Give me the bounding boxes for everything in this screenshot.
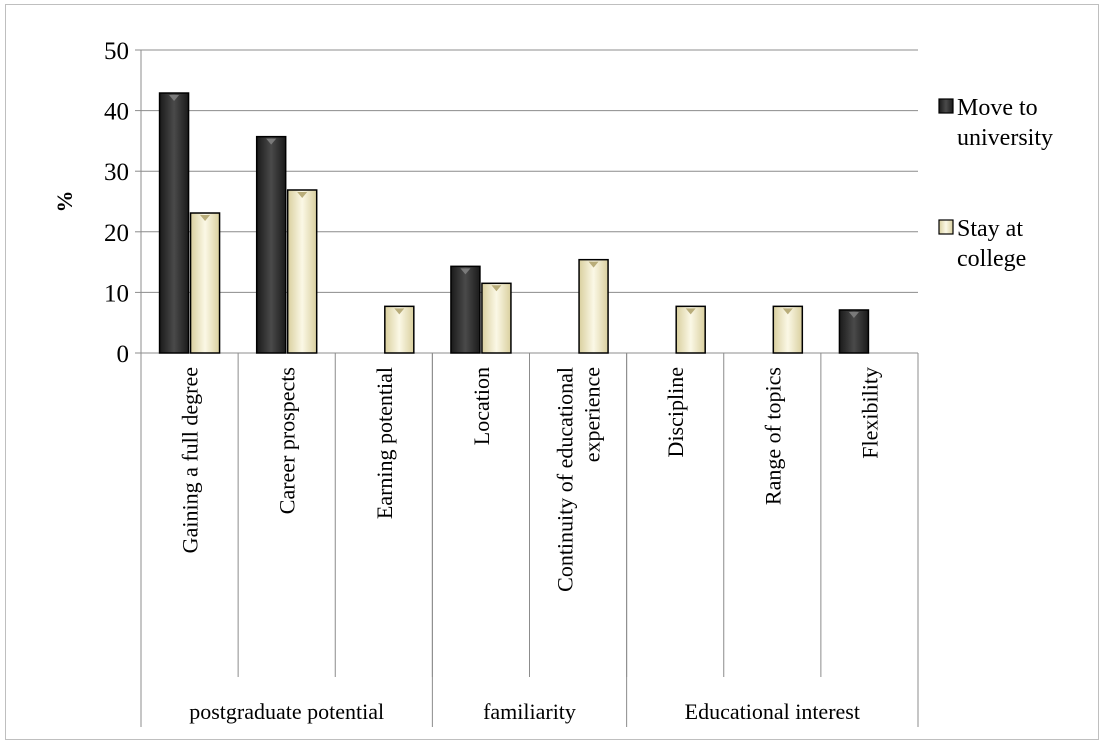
chart-frame: 0 10 20 30 40 50% Gaining a full degree Career… (5, 4, 1099, 740)
y-tick-label: 10 (104, 280, 129, 307)
group-label: postgraduate potential (189, 699, 384, 724)
legend-label: Stay at (957, 216, 1023, 242)
y-tick-label: 30 (104, 159, 129, 186)
bar-top-bevel (266, 138, 277, 145)
bar-stay-at-college (481, 282, 512, 354)
y-tick-label: 0 (117, 341, 130, 368)
y-tick-label: 20 (104, 220, 129, 247)
category-label: Discipline (663, 367, 688, 457)
bar-stay-at-college (578, 258, 609, 354)
bar-move-to-university (450, 265, 481, 354)
bar-top-bevel (394, 308, 405, 315)
bar-top-bevel (200, 215, 211, 222)
category-label: experience (580, 367, 605, 462)
bar-top-bevel (297, 191, 308, 198)
y-tick-label: 50 (104, 38, 129, 65)
legend-swatch (938, 219, 954, 235)
bar-stay-at-college (189, 212, 221, 354)
bar-top-bevel (848, 311, 859, 318)
category-label: Location (469, 367, 494, 445)
category-label: Gaining a full degree (178, 367, 203, 553)
category-label: Flexibility (857, 367, 882, 459)
category-labels: Gaining a full degree Career prospects Ear… (178, 367, 883, 724)
legend: Move to university Stay at college (938, 95, 1053, 272)
category-label: Career prospects (275, 367, 300, 514)
bar-stay-at-college (286, 189, 318, 354)
legend-label: Move to (957, 95, 1038, 121)
group-label: Educational interest (685, 699, 860, 724)
bar-top-bevel (460, 268, 471, 275)
y-axis-title: % (52, 191, 77, 213)
legend-label: university (957, 125, 1053, 151)
bar-top-bevel (685, 308, 696, 315)
bar-move-to-university (158, 92, 190, 354)
legend-swatch (938, 98, 954, 114)
bar-top-bevel (588, 261, 599, 268)
category-label: Continuity of educational (553, 367, 578, 592)
bar-top-bevel (491, 285, 502, 292)
group-label: familiarity (483, 699, 576, 724)
category-label: Earning potential (372, 367, 397, 519)
bar-top-bevel (169, 95, 180, 102)
bar-top-bevel (782, 308, 793, 315)
y-tick-label: 40 (104, 99, 129, 126)
bars (158, 92, 870, 354)
bar-move-to-university (255, 135, 287, 354)
legend-label: college (957, 246, 1026, 272)
bar-chart: 0 10 20 30 40 50% Gaining a full degree Career… (52, 38, 1053, 727)
category-label: Range of topics (760, 367, 785, 505)
